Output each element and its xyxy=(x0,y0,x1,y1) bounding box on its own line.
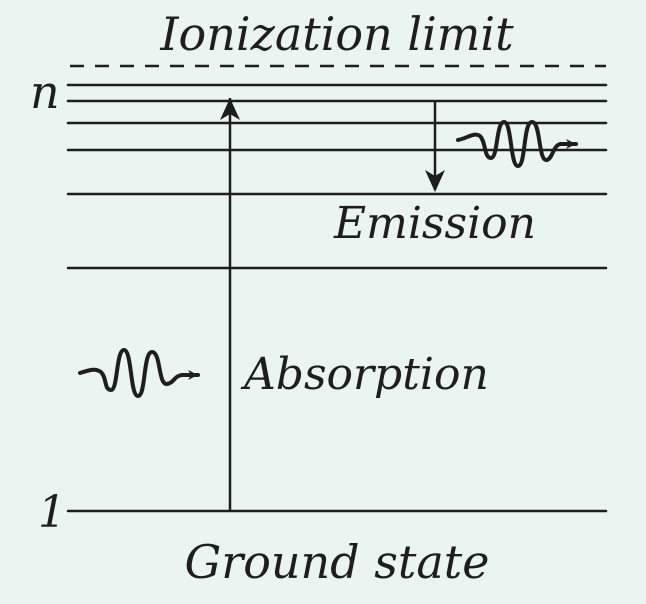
absorption-arrowhead xyxy=(220,98,240,120)
absorbed-photon-wave xyxy=(78,348,200,398)
emission-arrowhead xyxy=(425,170,445,192)
ionization-limit-label: Ionization limit xyxy=(159,7,514,61)
absorption-label: Absorption xyxy=(240,349,489,400)
emitted-photon-wave xyxy=(456,120,578,168)
energy-levels xyxy=(66,83,608,513)
level-1-label: 1 xyxy=(38,487,66,538)
ground-state-label: Ground state xyxy=(185,535,490,589)
level-n-label: n xyxy=(30,65,60,119)
emission-label: Emission xyxy=(333,198,536,249)
